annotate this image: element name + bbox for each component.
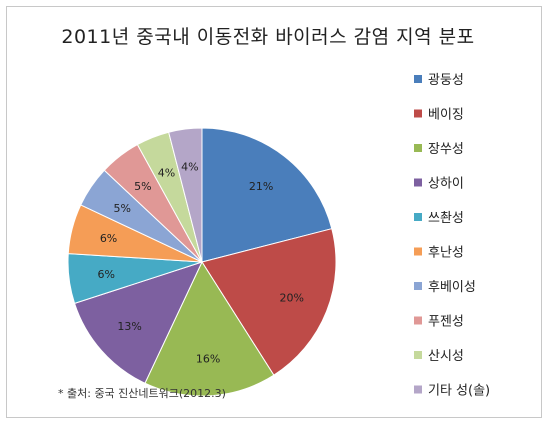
slice-labels: 21% 20% 16% 13% 6% 6% 5% 5% 4% 4% (98, 160, 304, 365)
slice-label-3: 16% (196, 352, 220, 365)
legend-swatch-1 (414, 75, 422, 83)
legend-swatch-7 (414, 282, 422, 290)
legend-swatch-3 (414, 144, 422, 152)
slice-label-4: 13% (117, 320, 141, 333)
slice-label-2: 20% (279, 292, 303, 305)
legend-label-8: 푸젠성 (428, 315, 464, 330)
legend-swatch-10 (414, 385, 422, 394)
legend-label-9: 산시성 (428, 349, 464, 364)
legend-label-6: 후난성 (428, 246, 464, 261)
legend-label-1: 광둥성 (428, 73, 464, 88)
slice-label-6: 6% (100, 232, 117, 245)
legend-label-3: 장쑤성 (428, 142, 464, 157)
slice-label-10: 4% (181, 160, 198, 173)
legend-label-7: 후베이성 (428, 280, 476, 295)
source-note: * 출처: 중국 진산네트워크(2012.3) (58, 387, 226, 400)
legend-swatch-9 (414, 351, 422, 359)
pie-slice-10 (168, 127, 203, 263)
pie-slice-3 (144, 260, 275, 397)
slice-label-7: 5% (113, 202, 130, 215)
pie-slice-1 (201, 127, 333, 263)
legend-label-5: 쓰촨성 (428, 211, 464, 226)
pie-slices (67, 127, 337, 397)
pie-slice-4 (73, 261, 203, 384)
slice-label-9: 4% (158, 166, 175, 179)
chart-title: 2011년 중국내 이동전화 바이러스 감염 지역 분포 (61, 26, 475, 48)
legend-swatch-6 (414, 247, 422, 256)
slice-label-1: 21% (249, 180, 273, 193)
legend-swatch-2 (414, 109, 422, 118)
legend-label-2: 베이징 (428, 108, 464, 123)
legend-label-10: 기타 성(솔) (428, 384, 490, 399)
legend-label-4: 상하이 (428, 177, 464, 192)
legend-swatch-5 (414, 213, 422, 221)
legend-swatch-4 (414, 178, 422, 187)
pie-slice-2 (201, 228, 337, 376)
legend-swatch-8 (414, 316, 422, 325)
slice-label-5: 6% (98, 268, 115, 281)
slice-label-8: 5% (134, 180, 151, 193)
